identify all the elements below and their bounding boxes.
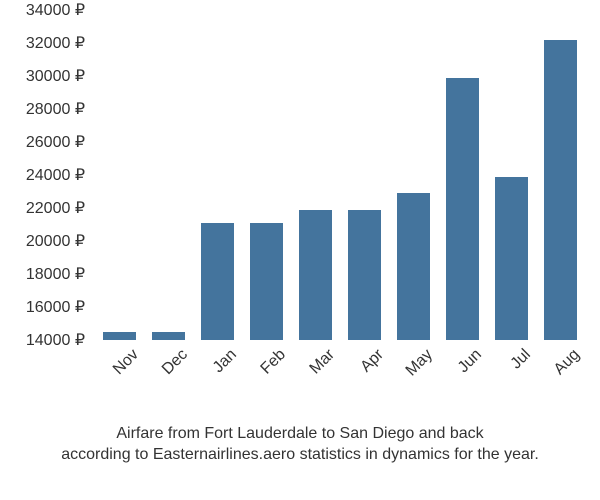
y-axis-label: 26000 ₽ [26,132,85,152]
y-axis-label: 34000 ₽ [26,0,85,20]
y-axis-label: 24000 ₽ [26,165,85,185]
y-axis-label: 32000 ₽ [26,33,85,53]
x-axis-label: Jun [437,346,485,394]
bar [299,210,332,340]
x-axis-label: Mar [290,346,338,394]
x-axis-label: Jul [486,346,534,394]
x-axis-label: Apr [339,346,387,394]
bar [348,210,381,340]
caption-line-1: Airfare from Fort Lauderdale to San Dieg… [10,424,590,445]
x-axis-label: Jan [192,346,240,394]
bar [103,332,136,340]
y-axis-label: 30000 ₽ [26,66,85,86]
bar [201,223,234,340]
bar [250,223,283,340]
y-axis-label: 18000 ₽ [26,264,85,284]
x-axis-label: Feb [241,346,289,394]
x-axis-label: Nov [94,346,142,394]
y-axis-label: 16000 ₽ [26,297,85,317]
x-axis-label: May [388,346,436,394]
bar [544,40,577,340]
x-axis-label: Dec [143,346,191,394]
y-axis-label: 14000 ₽ [26,330,85,350]
y-axis-label: 20000 ₽ [26,231,85,251]
bar [446,78,479,340]
bar [495,177,528,340]
chart-caption: Airfare from Fort Lauderdale to San Dieg… [0,424,600,466]
y-axis-label: 28000 ₽ [26,99,85,119]
bar [152,332,185,340]
y-axis-label: 22000 ₽ [26,198,85,218]
chart-container: 14000 ₽16000 ₽18000 ₽20000 ₽22000 ₽24000… [95,10,585,380]
x-axis-label: Aug [535,346,583,394]
caption-line-2: according to Easternairlines.aero statis… [10,445,590,466]
plot-area: 14000 ₽16000 ₽18000 ₽20000 ₽22000 ₽24000… [95,10,585,340]
bar [397,193,430,340]
